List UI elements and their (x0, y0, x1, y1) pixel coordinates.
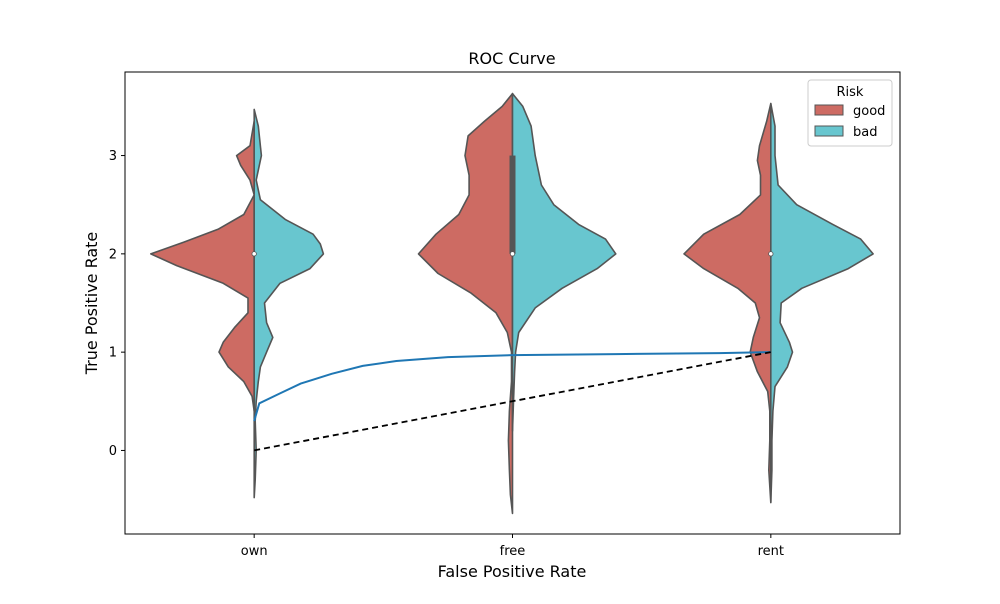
legend: Risk good bad (807, 79, 893, 147)
median-marker-rent (768, 251, 774, 257)
violin-free (417, 92, 617, 515)
y-tick-label-3: 3 (109, 149, 117, 164)
legend-label-bad: bad (853, 125, 877, 140)
median-marker-free (509, 251, 516, 257)
violin-rent (683, 102, 874, 504)
violin-half-free-good (417, 92, 514, 515)
x-axis: own free rent (241, 534, 784, 559)
x-axis-label: False Positive Rate (438, 562, 587, 581)
legend-title: Risk (837, 85, 864, 100)
iqr-box-free (509, 155, 516, 254)
x-tick-label-own: own (241, 544, 268, 559)
violin-half-own-good (150, 120, 255, 412)
violin-half-rent-good (683, 102, 772, 504)
chart-title: ROC Curve (468, 49, 555, 68)
y-axis-label: True Positive Rate (82, 232, 101, 376)
violin-half-own-bad (253, 108, 325, 499)
y-tick-label-2: 2 (109, 247, 117, 262)
violin-half-free-bad (511, 92, 617, 432)
x-tick-label-free: free (500, 544, 526, 559)
x-tick-label-rent: rent (758, 544, 784, 559)
y-tick-label-0: 0 (109, 444, 117, 459)
violin-own (150, 108, 325, 499)
legend-label-good: good (853, 104, 885, 119)
median-marker-own (251, 251, 257, 257)
y-axis: 0 1 2 3 (109, 149, 125, 459)
legend-swatch-good (814, 104, 844, 116)
violins-layer (150, 92, 874, 515)
violin-half-rent-bad (770, 102, 874, 504)
y-tick-label-1: 1 (109, 346, 117, 361)
diagonal-reference-line (254, 351, 771, 452)
legend-swatch-bad (814, 125, 844, 137)
roc-curve-line (253, 351, 771, 422)
lines-layer (253, 351, 771, 452)
